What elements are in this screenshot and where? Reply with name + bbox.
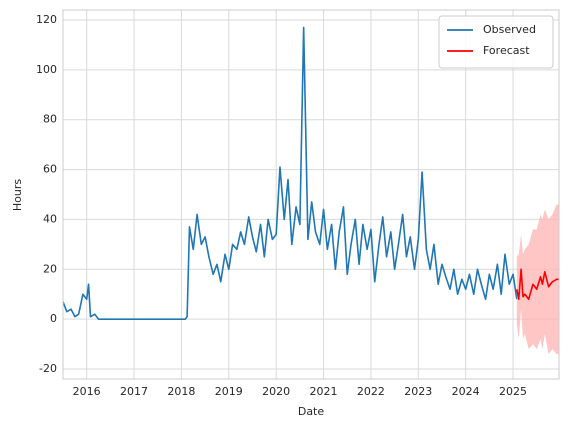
y-tick-label: -20: [39, 362, 57, 375]
plot: [63, 26, 559, 355]
plot-frame: [62, 9, 560, 380]
legend-box: [438, 15, 554, 69]
y-axis-label: Hours: [11, 179, 24, 211]
confidence-band: [516, 204, 559, 355]
y-tick-label: 60: [43, 163, 57, 176]
x-tick-label: 2017: [120, 385, 148, 398]
x-tick-label: 2024: [452, 385, 480, 398]
y-tick-label: 20: [43, 262, 57, 275]
x-tick-label: 2018: [167, 385, 195, 398]
y-tick-label: 40: [43, 212, 57, 225]
legend-label: Forecast: [483, 44, 530, 57]
x-axis-label: Date: [298, 405, 325, 418]
y-tick-label: 0: [50, 312, 57, 325]
y-tick-label: 100: [36, 63, 57, 76]
legend-label: Observed: [483, 23, 536, 36]
x-tick-label: 2019: [215, 385, 243, 398]
series-line: [516, 268, 559, 301]
x-tick-label: 2016: [73, 385, 101, 398]
y-tick-label: 80: [43, 113, 57, 126]
y-tick-label: 120: [36, 13, 57, 26]
x-tick-label: 2025: [499, 385, 527, 398]
series-line: [63, 26, 518, 320]
x-tick-label: 2023: [404, 385, 432, 398]
x-tick-label: 2021: [310, 385, 338, 398]
x-tick-label: 2020: [262, 385, 290, 398]
x-tick-label: 2022: [357, 385, 385, 398]
